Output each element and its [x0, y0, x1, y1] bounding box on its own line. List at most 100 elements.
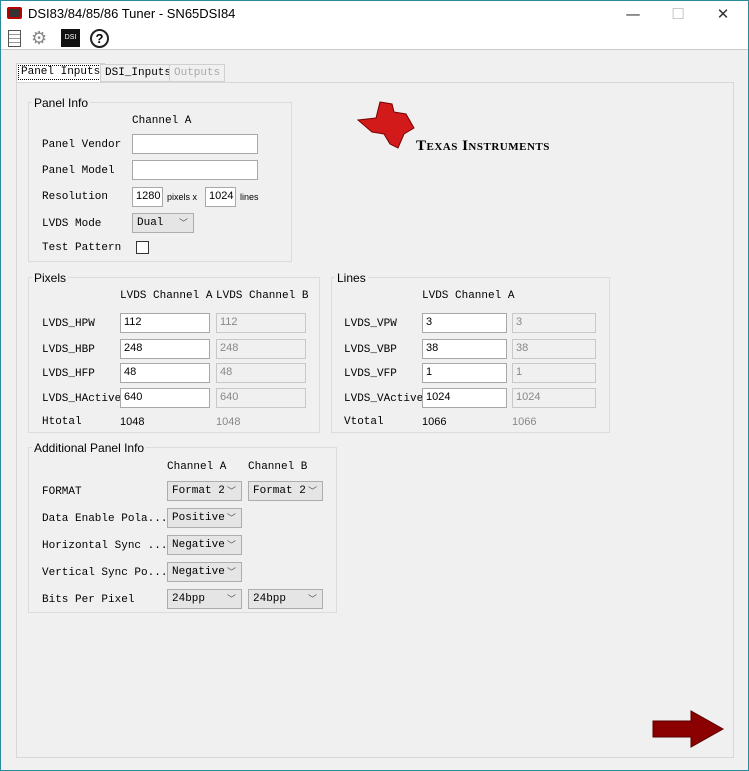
- chevron-down-icon: ﹀: [307, 487, 317, 497]
- additional-panel-info-group: [28, 447, 337, 613]
- label: Data Enable Pola...: [42, 513, 168, 525]
- v-lines-input[interactable]: 1024: [205, 187, 236, 207]
- lvds_hpw-b-input: 112: [216, 313, 306, 333]
- channel-a-select[interactable]: Format 2 ﹀: [167, 481, 242, 501]
- minimize-button[interactable]: —: [625, 5, 641, 23]
- panel-vendor-input[interactable]: [132, 134, 258, 154]
- lvds_vfp-a-input[interactable]: 1: [422, 363, 507, 383]
- select-value: Format 2: [172, 485, 225, 497]
- select-value: Positive: [172, 512, 225, 524]
- chevron-down-icon: ﹀: [226, 595, 236, 605]
- test-pattern-checkbox[interactable]: [136, 241, 149, 254]
- lvds_vpw-a-input[interactable]: 3: [422, 313, 507, 333]
- h-pixels-input[interactable]: 1280: [132, 187, 163, 207]
- lines-group: [331, 277, 610, 433]
- close-button[interactable]: ✕: [716, 5, 730, 23]
- vtotal-a: 1066: [422, 416, 447, 428]
- select-value: 24bpp: [172, 593, 206, 605]
- label: Vtotal: [344, 416, 384, 428]
- group-title: Panel Info: [32, 96, 91, 110]
- lvds_vbp-b-input: 38: [512, 339, 596, 359]
- select-value: Dual: [137, 217, 164, 229]
- select-value: 24bpp: [253, 593, 287, 605]
- label: LVDS Mode: [42, 218, 102, 230]
- group-title: Lines: [335, 271, 368, 285]
- label: pixels x: [167, 192, 198, 202]
- group-title: Pixels: [32, 271, 69, 285]
- ti-logo-text: Texas Instruments: [416, 138, 550, 154]
- column-header: Channel B: [248, 461, 308, 473]
- lvds_hbp-a-input[interactable]: 248: [120, 339, 210, 359]
- lvds_hfp-b-input: 48: [216, 363, 306, 383]
- lvds_hactive-b-input: 640: [216, 388, 306, 408]
- help-icon[interactable]: ?: [90, 29, 109, 48]
- channel-b-select[interactable]: 24bpp ﹀: [248, 589, 323, 609]
- gear-icon[interactable]: ⚙: [31, 28, 48, 49]
- label: Bits Per Pixel: [42, 594, 135, 606]
- column-header: Channel A: [132, 115, 192, 127]
- channel-a-select[interactable]: Negative ﹀: [167, 562, 242, 582]
- label: Test Pattern: [42, 242, 122, 254]
- group-title: Additional Panel Info: [32, 441, 147, 455]
- ti-logo-icon: [356, 101, 415, 149]
- lvds_hfp-a-input[interactable]: 48: [120, 363, 210, 383]
- dsi-icon[interactable]: DSI: [61, 29, 80, 47]
- lvds_vfp-b-input: 1: [512, 363, 596, 383]
- chevron-down-icon: ﹀: [226, 541, 236, 551]
- select-value: Format 2: [253, 485, 306, 497]
- label: LVDS_VBP: [344, 344, 397, 356]
- app-icon: [7, 7, 22, 19]
- chevron-down-icon: ﹀: [226, 487, 236, 497]
- channel-a-select[interactable]: Negative ﹀: [167, 535, 242, 555]
- column-header: Channel A: [167, 461, 227, 473]
- label: LVDS_HFP: [42, 368, 95, 380]
- channel-a-select[interactable]: Positive ﹀: [167, 508, 242, 528]
- htotal-b: 1048: [216, 416, 241, 428]
- lvds_hbp-b-input: 248: [216, 339, 306, 359]
- lvds_hactive-a-input[interactable]: 640: [120, 388, 210, 408]
- tab-outputs[interactable]: Outputs: [169, 64, 226, 82]
- tab-panel-inputs[interactable]: Panel Inputs: [16, 63, 106, 82]
- label: Panel Model: [42, 165, 115, 177]
- label: LVDS_VPW: [344, 318, 397, 330]
- label: LVDS_HPW: [42, 318, 95, 330]
- channel-a-select[interactable]: 24bpp ﹀: [167, 589, 242, 609]
- panel-info-group: [28, 102, 292, 262]
- lvds_vactive-b-input: 1024: [512, 388, 596, 408]
- pixels-group: [28, 277, 320, 433]
- label: Panel Vendor: [42, 139, 122, 151]
- label: Horizontal Sync ...: [42, 540, 168, 552]
- chevron-down-icon: ﹀: [226, 514, 236, 524]
- label: LVDS_HBP: [42, 344, 95, 356]
- next-arrow-button[interactable]: [651, 709, 726, 749]
- tab-dsi-inputs[interactable]: DSI_Inputs: [100, 64, 177, 82]
- lvds-mode-select[interactable]: Dual ﹀: [132, 213, 194, 233]
- toolbar: ⚙ DSI ?: [1, 28, 748, 50]
- lvds_hpw-a-input[interactable]: 112: [120, 313, 210, 333]
- label: lines: [240, 192, 259, 202]
- column-header: LVDS Channel B: [216, 290, 309, 302]
- label: FORMAT: [42, 486, 82, 498]
- title-bar: DSI83/84/85/86 Tuner - SN65DSI84 — ☐ ✕: [1, 1, 748, 28]
- vtotal-b: 1066: [512, 416, 537, 428]
- column-header: LVDS Channel A: [422, 290, 515, 302]
- select-value: Negative: [172, 539, 225, 551]
- label: Vertical Sync Po...: [42, 567, 168, 579]
- chevron-down-icon: ﹀: [226, 568, 236, 578]
- maximize-button[interactable]: ☐: [671, 5, 685, 23]
- channel-b-select[interactable]: Format 2 ﹀: [248, 481, 323, 501]
- column-header: LVDS Channel A: [120, 290, 213, 302]
- ti-logo: Texas Instruments: [354, 98, 579, 158]
- lvds_vactive-a-input[interactable]: 1024: [422, 388, 507, 408]
- window-title: DSI83/84/85/86 Tuner - SN65DSI84: [28, 6, 236, 21]
- htotal-a: 1048: [120, 416, 145, 428]
- label: LVDS_VFP: [344, 368, 397, 380]
- lvds_vbp-a-input[interactable]: 38: [422, 339, 507, 359]
- lvds_vpw-b-input: 3: [512, 313, 596, 333]
- label: LVDS_VActive: [344, 393, 424, 405]
- document-icon[interactable]: [8, 30, 21, 47]
- panel-model-input[interactable]: [132, 160, 258, 180]
- chevron-down-icon: ﹀: [307, 595, 317, 605]
- label: Resolution: [42, 191, 109, 203]
